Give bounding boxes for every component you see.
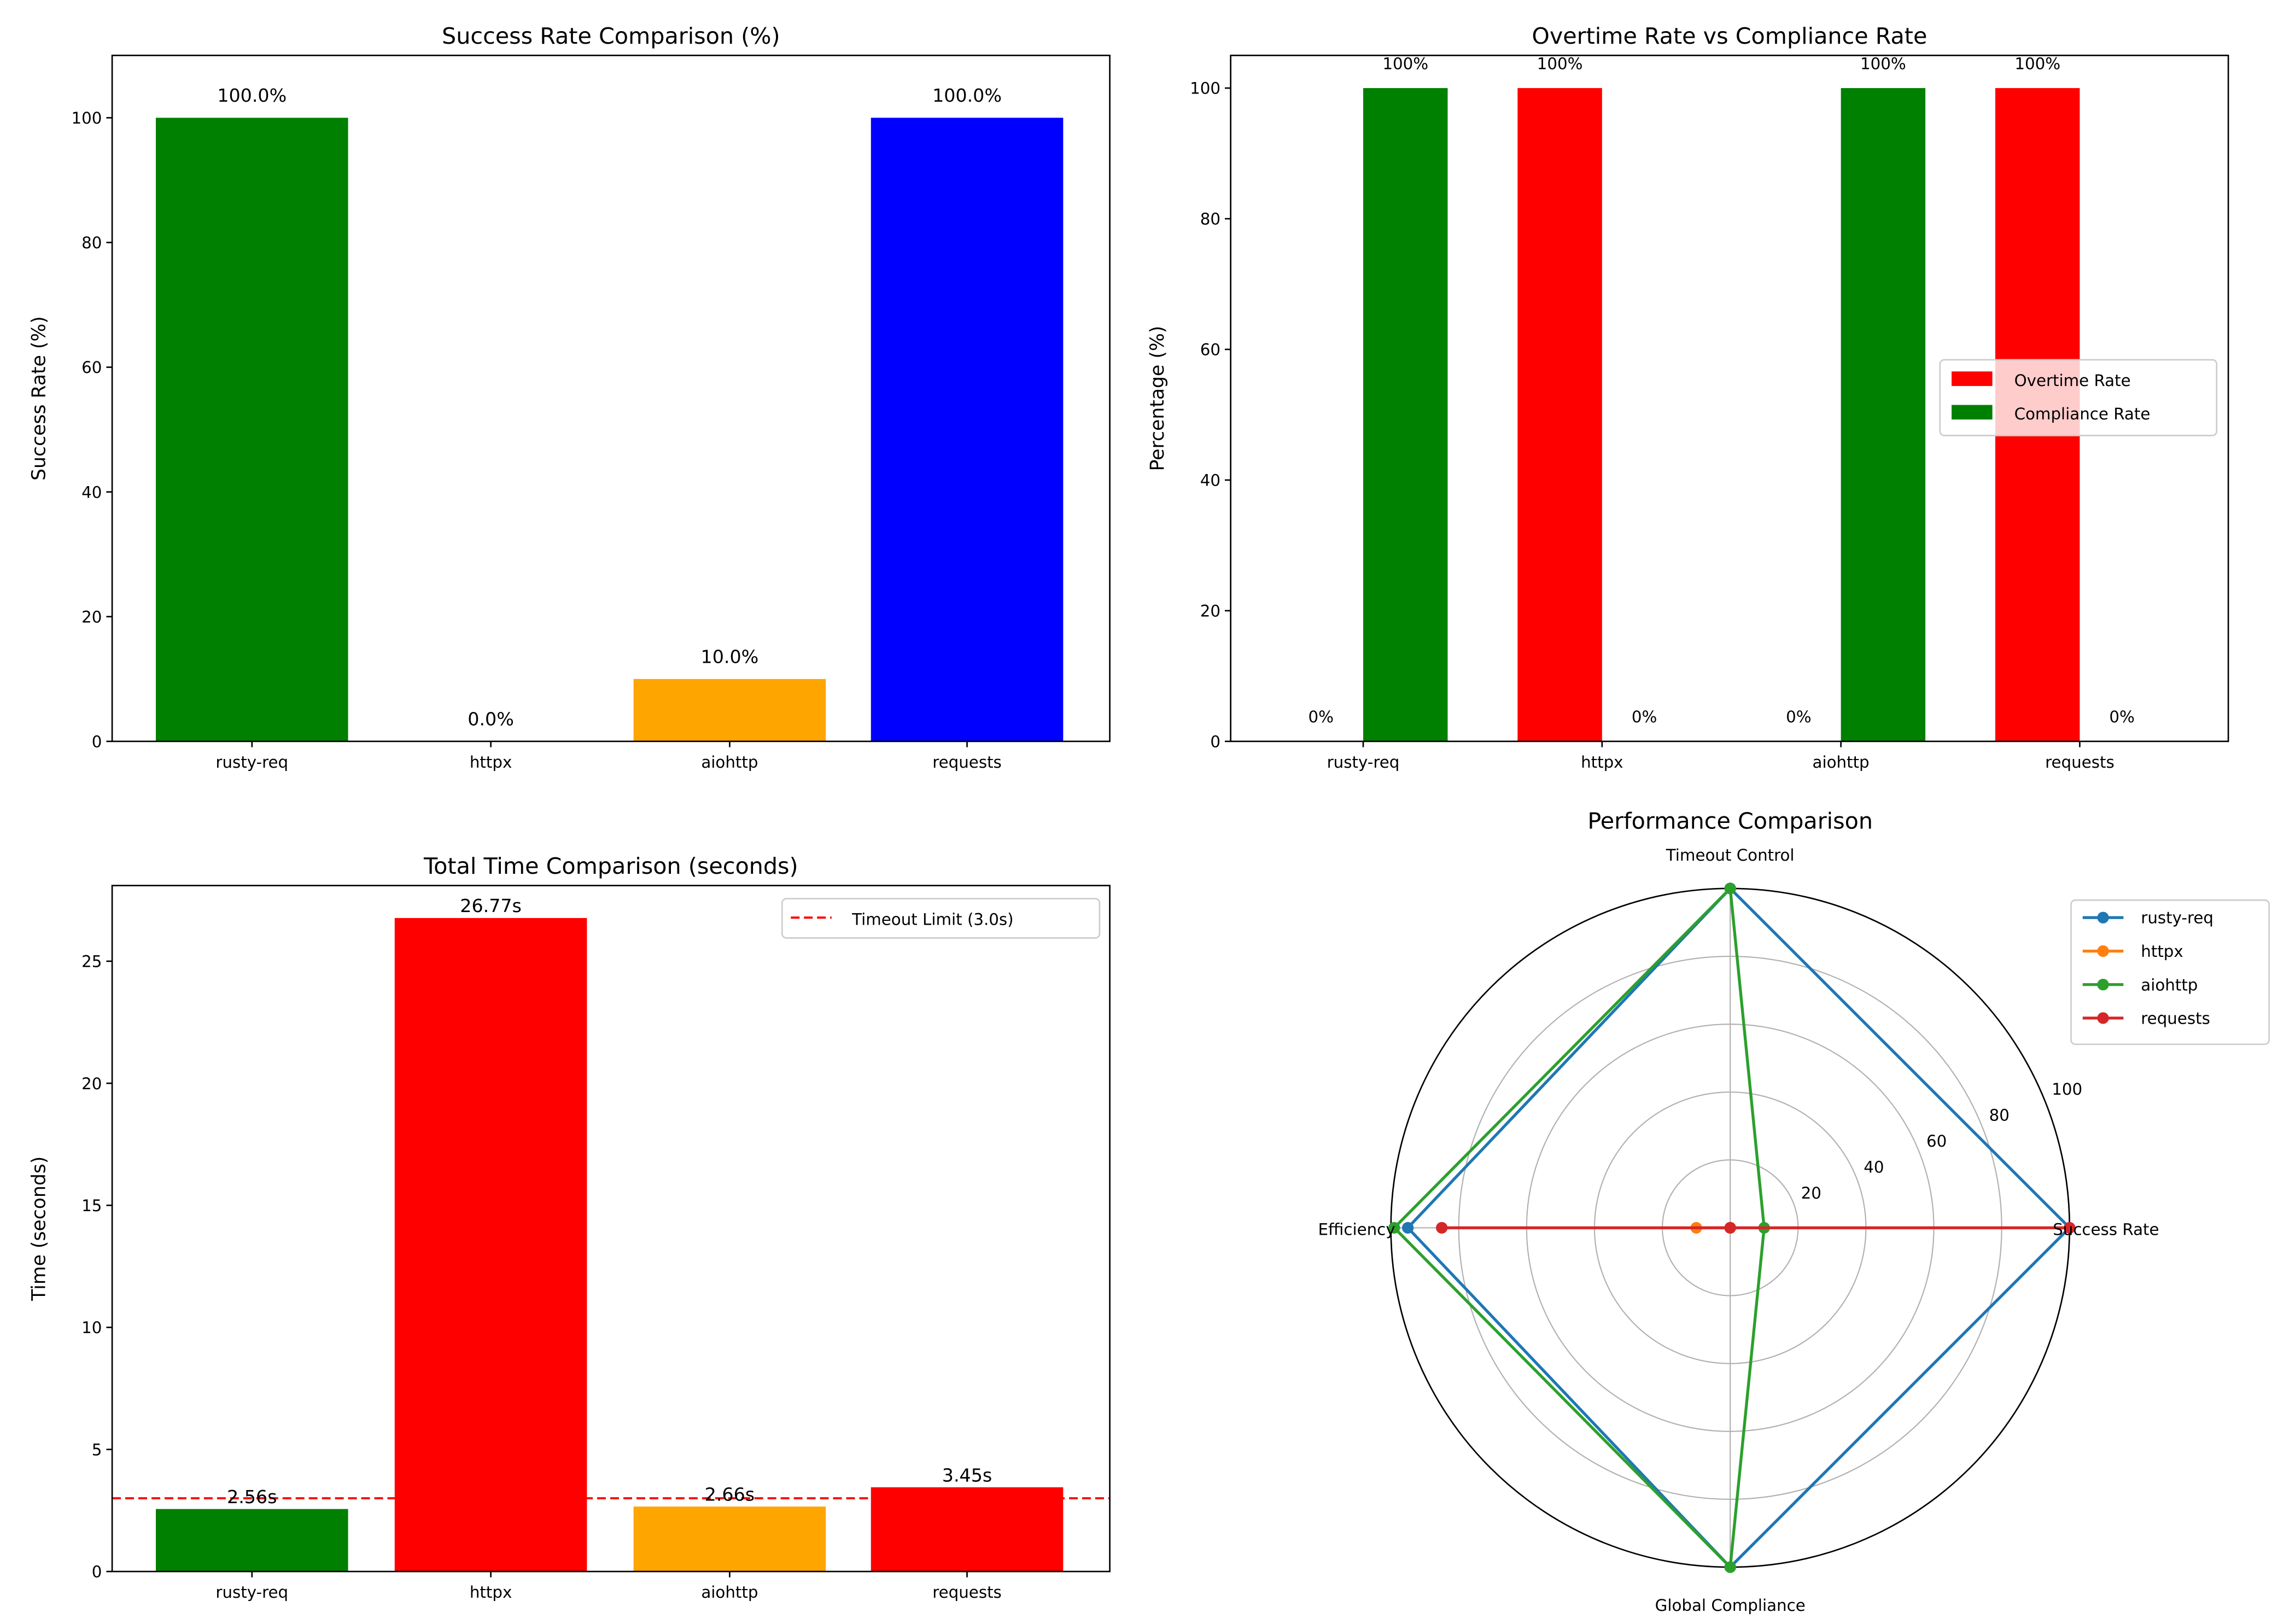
axis-label: Efficiency — [1318, 1220, 1395, 1239]
axis-label: Timeout Control — [1666, 846, 1795, 864]
axes-frame — [111, 885, 1111, 1573]
legend — [2070, 899, 2270, 1045]
bar — [155, 118, 348, 741]
y-tick-label: 0 — [92, 732, 102, 751]
legend-label: Compliance Rate — [2014, 405, 2151, 423]
legend-label: aiohttp — [2141, 975, 2198, 994]
bar — [155, 1509, 348, 1572]
axes-frame — [111, 55, 1111, 743]
x-tick-label: httpx — [1581, 753, 1623, 772]
y-tick-label: 60 — [1200, 341, 1220, 359]
legend-marker — [2097, 978, 2109, 991]
y-tick-label: 80 — [81, 233, 102, 252]
legend-label: httpx — [2141, 942, 2183, 961]
y-axis-label: Time (seconds) — [28, 1156, 50, 1301]
legend-label: rusty-req — [2141, 909, 2213, 927]
bar — [871, 1487, 1064, 1572]
bar — [394, 918, 587, 1572]
legend-swatch — [1952, 371, 1993, 386]
x-tick-label: requests — [932, 1583, 1002, 1602]
y-tick-label: 100 — [72, 109, 102, 127]
data-label: 100% — [1860, 54, 1906, 73]
data-label: 100% — [1382, 54, 1428, 73]
legend — [781, 898, 1101, 939]
legend-marker — [2097, 1012, 2109, 1024]
legend-label: Timeout Limit (3.0s) — [851, 910, 1013, 928]
data-point-requests — [1724, 1222, 1736, 1234]
data-label: 100% — [1537, 54, 1583, 73]
bar — [633, 1506, 826, 1572]
legend-label: Overtime Rate — [2014, 371, 2131, 390]
bar-compliance-rate — [1363, 88, 1448, 741]
y-tick-label: 20 — [81, 1074, 102, 1093]
y-tick-label: 60 — [81, 358, 102, 377]
data-label: 0.0% — [468, 709, 514, 730]
data-label: 0% — [2109, 708, 2134, 726]
data-point-aiohttp — [1724, 883, 1736, 895]
data-label: 100.0% — [932, 85, 1002, 106]
y-tick-label: 0 — [1210, 732, 1220, 751]
y-tick-label: 25 — [81, 953, 102, 971]
r-tick-label: 60 — [1926, 1132, 1947, 1150]
bar-compliance-rate — [1841, 88, 1926, 741]
legend-marker — [2097, 912, 2109, 924]
data-label: 26.77s — [460, 895, 522, 916]
x-tick-label: aiohttp — [1813, 753, 1870, 772]
x-tick-label: rusty-req — [215, 1583, 288, 1602]
data-label: 2.56s — [227, 1486, 277, 1508]
data-point-aiohttp — [1724, 1561, 1736, 1573]
x-tick-label: aiohttp — [701, 753, 758, 772]
y-axis-label: Percentage (%) — [1147, 326, 1169, 471]
x-tick-label: rusty-req — [215, 753, 288, 772]
data-label: 0% — [1786, 708, 1811, 726]
x-tick-label: rusty-req — [1327, 753, 1400, 772]
legend-marker — [2097, 945, 2109, 957]
chart-title: Total Time Comparison (seconds) — [423, 853, 798, 879]
y-tick-label: 20 — [1200, 602, 1220, 621]
x-tick-label: requests — [932, 753, 1002, 772]
y-tick-label: 40 — [1200, 471, 1220, 490]
x-tick-label: httpx — [470, 753, 512, 772]
bar — [871, 118, 1064, 741]
chart-title: Success Rate Comparison (%) — [442, 23, 780, 49]
x-tick-label: httpx — [470, 1583, 512, 1602]
y-tick-label: 0 — [92, 1563, 102, 1581]
y-tick-label: 100 — [1190, 79, 1220, 98]
chart-title: Overtime Rate vs Compliance Rate — [1532, 23, 1927, 49]
x-tick-label: requests — [2045, 753, 2115, 772]
data-label: 100% — [2014, 54, 2060, 73]
axis-label: Success Rate — [2053, 1220, 2159, 1239]
y-tick-label: 5 — [92, 1440, 102, 1459]
data-label: 0% — [1309, 708, 1334, 726]
data-label: 2.66s — [705, 1484, 755, 1505]
chart-title: Performance Comparison — [1587, 808, 1873, 834]
data-point-rusty-req — [1401, 1222, 1414, 1234]
data-label: 100.0% — [217, 85, 287, 106]
bar-overtime-rate — [1517, 88, 1602, 741]
y-tick-label: 15 — [81, 1196, 102, 1215]
x-tick-label: aiohttp — [701, 1583, 758, 1602]
r-tick-label: 80 — [1989, 1106, 2010, 1124]
data-point-aiohttp — [1388, 1222, 1400, 1234]
y-tick-label: 40 — [81, 483, 102, 501]
r-tick-label: 100 — [2052, 1080, 2082, 1099]
legend-swatch — [1952, 405, 1993, 420]
data-label: 0% — [1632, 708, 1657, 726]
y-tick-label: 80 — [1200, 210, 1220, 229]
axis-label: Global Compliance — [1655, 1596, 1806, 1615]
r-tick-label: 20 — [1801, 1184, 1821, 1202]
data-point-requests — [2064, 1222, 2076, 1234]
axes-frame — [1230, 55, 2229, 743]
legend-label: requests — [2141, 1009, 2210, 1028]
y-axis-label: Success Rate (%) — [28, 316, 50, 481]
bar — [633, 679, 826, 741]
data-label: 10.0% — [701, 646, 759, 667]
r-tick-label: 40 — [1864, 1158, 1884, 1176]
y-tick-label: 10 — [81, 1318, 102, 1337]
data-label: 3.45s — [942, 1464, 992, 1486]
y-tick-label: 20 — [81, 607, 102, 626]
legend — [1939, 359, 2218, 436]
data-point-requests — [1436, 1222, 1448, 1234]
